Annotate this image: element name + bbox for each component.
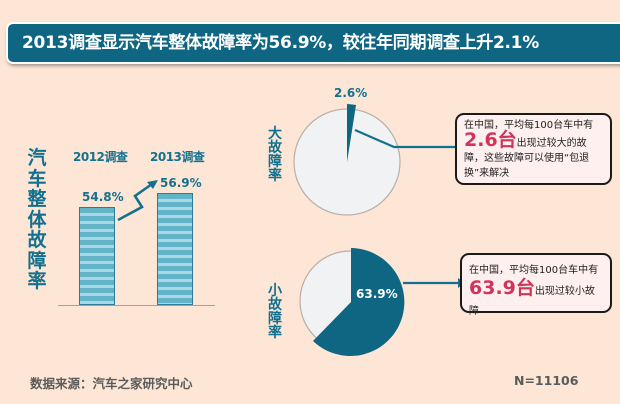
major-fault-rate-label: 大故障率 bbox=[268, 126, 282, 184]
major-fault-pie-value: 2.6% bbox=[334, 86, 368, 100]
major-fault-callout: 在中国，平均每100台车中有 2.6台出现过较大的故障，这些故障可以使用“包退换… bbox=[455, 113, 612, 185]
data-source: 数据来源：汽车之家研究中心 bbox=[30, 376, 193, 391]
bar-2013-value: 56.9% bbox=[160, 176, 202, 190]
minor-callout-line1: 在中国，平均每100台车中有 bbox=[469, 265, 599, 276]
overall-fault-rate-label: 汽车整体故障率 bbox=[27, 147, 47, 292]
major-callout-rest: 出现过较大的故障，这些故障可以使用“包退换”来解决 bbox=[464, 138, 590, 179]
minor-fault-pie-value: 63.9% bbox=[356, 287, 398, 301]
minor-callout-rest: 出现过较小故障 bbox=[469, 286, 595, 317]
chart-baseline bbox=[58, 305, 215, 306]
bar-2012 bbox=[79, 207, 115, 305]
bar-2012-value: 54.8% bbox=[82, 190, 124, 204]
bar-2013-year-label: 2013调查 bbox=[150, 150, 205, 164]
sample-size: N=11106 bbox=[514, 373, 579, 388]
major-callout-line1: 在中国，平均每100台车中有 bbox=[464, 120, 594, 131]
major-callout-highlight: 2.6台 bbox=[464, 129, 517, 151]
minor-fault-rate-label: 小故障率 bbox=[268, 283, 282, 341]
bar-2013 bbox=[157, 193, 193, 305]
minor-fault-callout: 在中国，平均每100台车中有 63.9台出现过较小故障 bbox=[460, 253, 612, 317]
bar-2012-year-label: 2012调查 bbox=[73, 150, 128, 164]
minor-callout-highlight: 63.9台 bbox=[469, 277, 535, 299]
page-title: 2013调查显示汽车整体故障率为56.9%，较往年同期调查上升2.1% bbox=[6, 22, 620, 64]
